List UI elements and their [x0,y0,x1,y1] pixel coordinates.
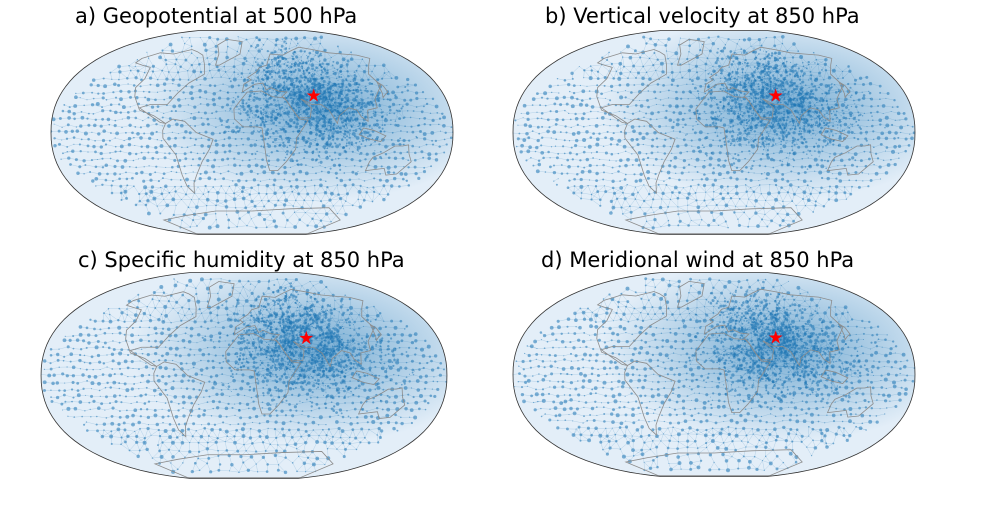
target-location-marker: ★ [306,86,322,107]
panel-d-map: ★ [512,272,916,477]
target-location-marker: ★ [768,328,784,349]
target-location-marker: ★ [298,328,314,349]
panel-b-title: b) Vertical velocity at 850 hPa [545,4,860,28]
panel-c-title: c) Specific humidity at 850 hPa [78,248,405,272]
panel-a-title: a) Geopotential at 500 hPa [75,4,358,28]
panel-a-map: ★ [50,30,454,235]
panel-d-title: d) Meridional wind at 850 hPa [541,248,855,272]
panel-b-map: ★ [512,30,916,235]
target-location-marker: ★ [768,86,784,107]
panel-c-map: ★ [40,272,448,479]
